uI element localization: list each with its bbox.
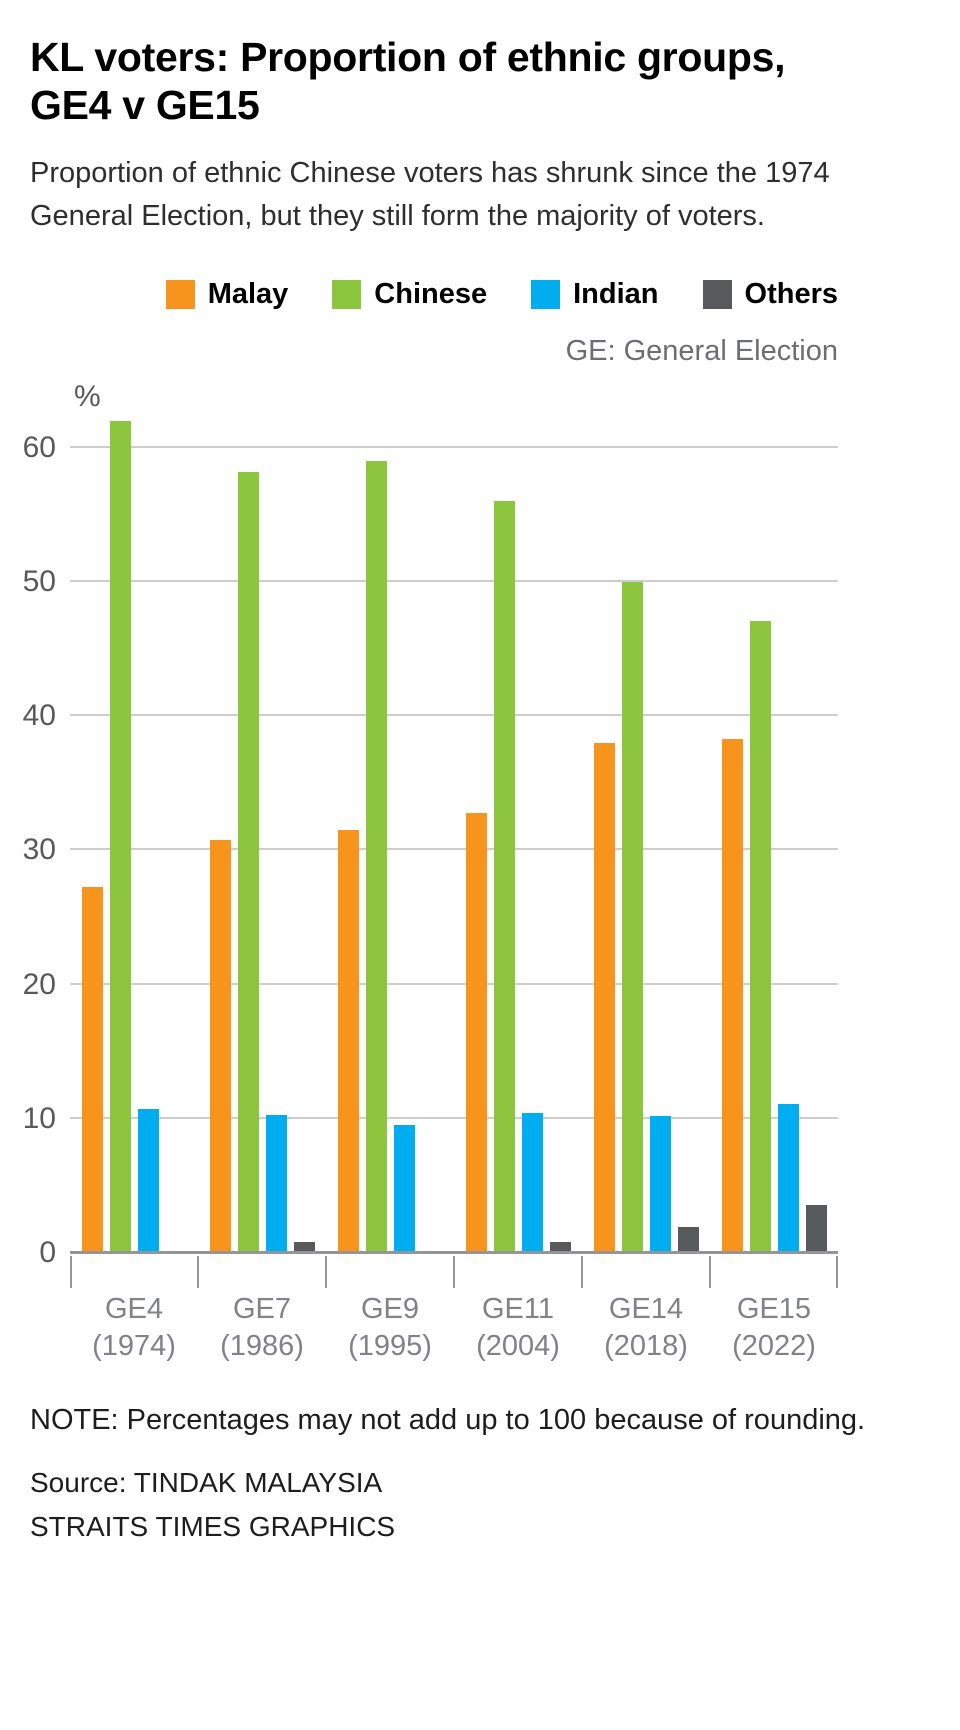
y-tick-label-0: 0 bbox=[39, 1235, 56, 1269]
bar-malay-ge4 bbox=[81, 886, 103, 1253]
bar-chart-plot-area: 0 10 20 30 40 50 60 bbox=[23, 418, 838, 1288]
bar-chinese-ge15 bbox=[749, 620, 771, 1253]
bar-group-ge9 bbox=[326, 418, 454, 1253]
y-tick-label-60: 60 bbox=[22, 430, 56, 464]
y-tick-label-10: 10 bbox=[22, 1101, 56, 1135]
gridline-10 bbox=[70, 1116, 838, 1119]
bar-indian-ge15 bbox=[777, 1103, 799, 1253]
legend-item-malay: Malay bbox=[165, 277, 289, 311]
legend-swatch-chinese bbox=[332, 279, 362, 309]
legend-label-indian: Indian bbox=[573, 277, 659, 310]
axis-tick-2 bbox=[324, 1255, 327, 1288]
bar-malay-ge9 bbox=[337, 829, 359, 1253]
bar-indian-ge4 bbox=[137, 1108, 159, 1253]
legend-swatch-others bbox=[702, 279, 732, 309]
bar-group-ge11 bbox=[454, 418, 582, 1253]
legend-item-chinese: Chinese bbox=[332, 278, 487, 311]
credit-line: STRAITS TIMES GRAPHICS bbox=[30, 1510, 396, 1542]
x-label-ge11: GE11 (2004) bbox=[454, 1291, 582, 1366]
x-label-year-ge7: (1986) bbox=[220, 1330, 304, 1363]
legend-label-chinese: Chinese bbox=[374, 277, 488, 310]
legend-label-others: Others bbox=[744, 277, 838, 310]
axis-tick-3 bbox=[453, 1255, 455, 1288]
x-label-year-ge9: (1995) bbox=[348, 1330, 432, 1363]
gridline-40 bbox=[70, 713, 838, 716]
chart-subtitle: Proportion of ethnic Chinese voters has … bbox=[30, 156, 830, 232]
x-label-ge14: GE14 (2018) bbox=[582, 1291, 710, 1366]
x-label-ge7: GE7 (1986) bbox=[198, 1291, 326, 1366]
axis-tick-4 bbox=[580, 1255, 583, 1288]
axis-tick-6 bbox=[836, 1255, 838, 1288]
y-tick-label-50: 50 bbox=[22, 564, 56, 598]
footnote: NOTE: Percentages may not add up to 100 … bbox=[30, 1404, 866, 1437]
chart-legend: Malay Chinese Indian Others bbox=[70, 278, 838, 311]
x-label-year-ge15: (2022) bbox=[732, 1330, 816, 1363]
source-block: Source: TINDAK MALAYSIA STRAITS TIMES GR… bbox=[30, 1461, 930, 1548]
bar-chinese-ge11 bbox=[493, 500, 515, 1253]
x-label-name-ge9: GE9 bbox=[360, 1292, 420, 1325]
x-axis-ticks bbox=[70, 1253, 838, 1289]
x-label-name-ge14: GE14 bbox=[608, 1292, 684, 1325]
bar-indian-ge9 bbox=[393, 1124, 415, 1253]
x-label-name-ge15: GE15 bbox=[736, 1292, 812, 1325]
gridline-60 bbox=[70, 445, 838, 448]
x-label-year-ge11: (2004) bbox=[476, 1330, 560, 1363]
bar-others-ge11 bbox=[549, 1241, 571, 1253]
source-line: Source: TINDAK MALAYSIA bbox=[30, 1467, 383, 1499]
gridline-30 bbox=[70, 847, 838, 850]
y-axis-unit-label: % bbox=[74, 379, 101, 413]
x-label-year-ge4: (1974) bbox=[92, 1330, 176, 1363]
page-title: KL voters: Proportion of ethnic groups, … bbox=[30, 34, 930, 130]
x-label-ge15: GE15 (2022) bbox=[710, 1291, 838, 1366]
x-label-name-ge7: GE7 bbox=[232, 1292, 292, 1325]
bar-malay-ge7 bbox=[209, 839, 231, 1253]
axis-tick-5 bbox=[709, 1255, 711, 1288]
bar-malay-ge11 bbox=[465, 812, 487, 1253]
bar-group-ge15 bbox=[710, 418, 838, 1253]
bar-chinese-ge7 bbox=[237, 471, 259, 1253]
bar-others-ge7 bbox=[293, 1241, 315, 1253]
y-tick-label-30: 30 bbox=[22, 832, 56, 866]
bar-group-ge4 bbox=[70, 418, 198, 1253]
x-label-ge4: GE4 (1974) bbox=[70, 1291, 198, 1366]
bar-others-ge15 bbox=[805, 1204, 827, 1253]
legend-item-indian: Indian bbox=[531, 277, 659, 311]
title-line-1: KL voters: Proportion of ethnic groups, bbox=[30, 34, 786, 80]
gridline-50 bbox=[70, 579, 838, 582]
bar-malay-ge14 bbox=[593, 742, 615, 1253]
x-label-year-ge14: (2018) bbox=[604, 1330, 688, 1363]
x-label-name-ge4: GE4 bbox=[104, 1292, 164, 1325]
legend-swatch-malay bbox=[165, 279, 195, 309]
bar-indian-ge11 bbox=[521, 1112, 543, 1253]
bars-layer bbox=[70, 418, 838, 1253]
axis-tick-1 bbox=[196, 1255, 199, 1288]
bar-group-ge7 bbox=[198, 418, 326, 1253]
bar-chinese-ge14 bbox=[621, 581, 643, 1253]
bar-group-ge14 bbox=[582, 418, 710, 1253]
y-tick-label-40: 40 bbox=[22, 698, 56, 732]
legend-swatch-indian bbox=[531, 279, 561, 309]
bar-indian-ge7 bbox=[265, 1114, 287, 1253]
bar-chinese-ge4 bbox=[109, 420, 131, 1253]
x-axis-labels: GE4 (1974) GE7 (1986) GE9 (1995) GE11 (2004) GE1… bbox=[70, 1291, 838, 1366]
bar-chinese-ge9 bbox=[365, 460, 387, 1253]
legend-item-others: Others bbox=[702, 277, 838, 311]
legend-label-malay: Malay bbox=[207, 277, 289, 310]
x-label-ge9: GE9 (1995) bbox=[326, 1291, 454, 1366]
y-tick-label-20: 20 bbox=[22, 967, 56, 1001]
x-axis-baseline bbox=[70, 1250, 838, 1254]
bar-indian-ge14 bbox=[649, 1115, 671, 1253]
bar-others-ge14 bbox=[677, 1226, 699, 1253]
bar-malay-ge15 bbox=[721, 738, 743, 1253]
title-line-2: GE4 v GE15 bbox=[30, 81, 260, 128]
gridline-20 bbox=[70, 982, 838, 985]
axis-tick-0 bbox=[70, 1255, 72, 1288]
x-label-name-ge11: GE11 bbox=[481, 1292, 554, 1325]
legend-abbreviation-note: GE: General Election bbox=[565, 334, 838, 367]
